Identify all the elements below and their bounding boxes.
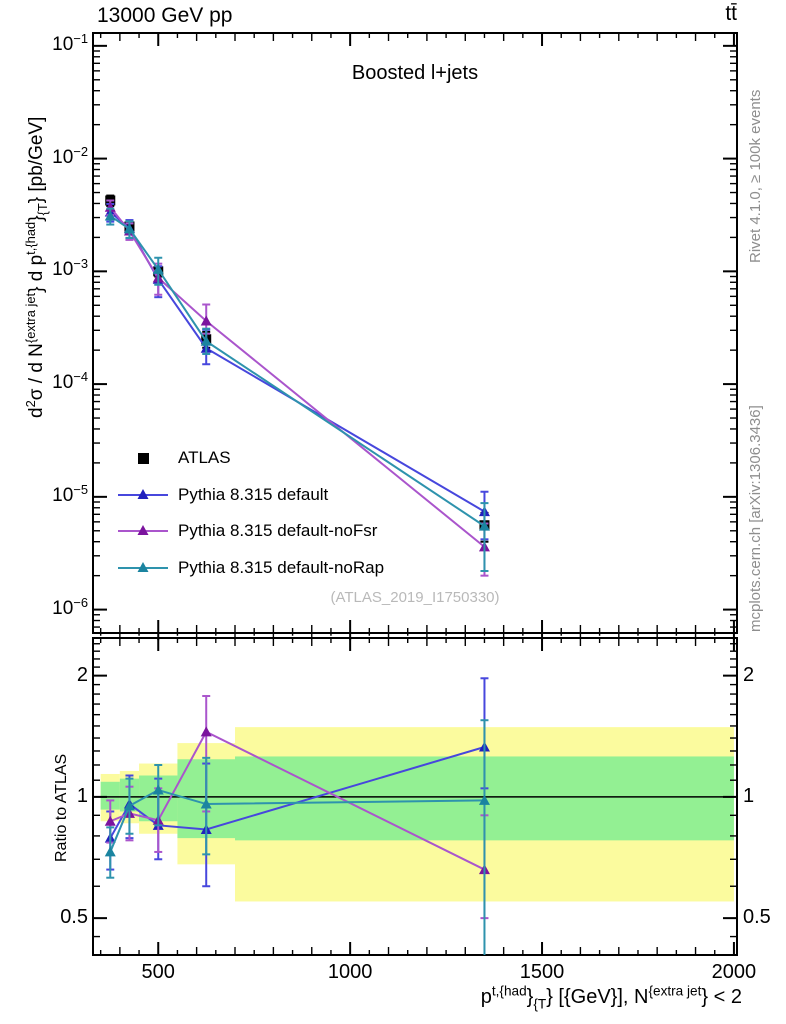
y-axis-ticks-main xyxy=(93,44,737,628)
ratio-tick-label-right: 0.5 xyxy=(743,906,771,929)
legend-label: Pythia 8.315 default xyxy=(178,484,329,504)
legend-label: Pythia 8.315 default-noRap xyxy=(178,557,385,577)
legend-label: ATLAS xyxy=(178,448,231,467)
x-axis-tick-label: 2000 xyxy=(711,961,757,983)
series-main-pythia-8.315-default-norap xyxy=(104,207,490,572)
triangle-marker xyxy=(200,335,212,346)
plot-title: Boosted l+jets xyxy=(351,62,479,84)
ratio-tick-label-left: 1 xyxy=(76,784,88,807)
triangle-marker xyxy=(104,210,116,221)
triangle-marker xyxy=(200,798,212,809)
main-panel-frame xyxy=(92,32,738,634)
square-marker-icon xyxy=(118,449,168,467)
triangle-marker xyxy=(123,800,135,811)
line-triangle-marker-icon xyxy=(118,486,168,504)
triangle-marker xyxy=(152,263,164,274)
y-axis-tick-label: 10−1 xyxy=(52,30,88,55)
ratio-tick-label-right: 2 xyxy=(743,663,755,686)
x-axis-tick-label: 500 xyxy=(141,961,175,983)
legend-item: ATLAS xyxy=(118,446,231,470)
y-axis-tick-label: 10−4 xyxy=(52,369,88,394)
line-triangle-marker-icon xyxy=(118,559,168,577)
y-axis-tick-label: 10−2 xyxy=(52,143,88,168)
analysis-watermark: (ATLAS_2019_I1750330) xyxy=(330,589,500,606)
ratio-tick-label-left: 0.5 xyxy=(60,906,88,929)
triangle-marker xyxy=(478,794,490,805)
y-axis-tick-label: 10−5 xyxy=(52,481,88,506)
ratio-tick-label-right: 1 xyxy=(743,784,755,807)
x-axis-tick-label: 1500 xyxy=(519,961,565,983)
x-axis-title: pt,{had}{T} [{GeV}], N{extra jet} < 2 xyxy=(480,983,742,1012)
triangle-marker xyxy=(478,520,490,531)
x-axis-ticks xyxy=(99,33,735,955)
y-axis-tick-label: 10−6 xyxy=(52,594,88,619)
beam-energy-label: 13000 GeV pp xyxy=(97,4,233,27)
triangle-marker xyxy=(123,223,135,234)
y-axis-tick-label: 10−3 xyxy=(52,256,88,281)
y-axis-title-main: d2σ / d N{extra jet} d pt,{had}{T} [pb/G… xyxy=(22,116,51,418)
line-triangle-marker-icon xyxy=(118,522,168,540)
ratio-tick-label-left: 2 xyxy=(76,663,88,686)
y-axis-ticks-ratio xyxy=(93,643,737,938)
triangle-marker xyxy=(104,846,116,857)
green-band xyxy=(100,781,120,810)
triangle-marker xyxy=(104,815,116,826)
legend-label: Pythia 8.315 default-noFsr xyxy=(178,521,378,540)
rivet-version-note: Rivet 4.1.0, ≥ 100k events xyxy=(747,89,764,263)
triangle-marker xyxy=(152,784,164,795)
legend-item: Pythia 8.315 default-noRap xyxy=(118,556,384,580)
x-axis-tick-label: 1000 xyxy=(327,961,373,983)
legend-item: Pythia 8.315 default-noFsr xyxy=(118,519,377,543)
series-ratio-pythia-8.315-default-norap xyxy=(104,719,490,955)
triangle-marker xyxy=(200,315,212,326)
mcplots-source-note: mcplots.cern.ch [arXiv:1306.3436] xyxy=(747,405,764,632)
process-label: tt̄ xyxy=(725,2,737,25)
triangle-marker xyxy=(200,726,212,737)
legend-item: Pythia 8.315 default xyxy=(118,483,328,507)
